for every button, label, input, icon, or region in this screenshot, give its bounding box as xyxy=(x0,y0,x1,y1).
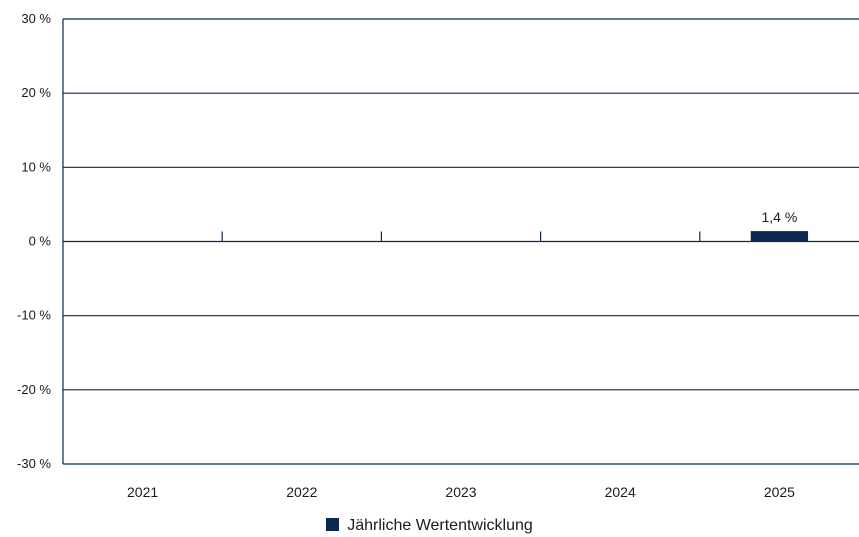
legend: Jährliche Wertentwicklung xyxy=(0,517,859,535)
x-tick-label: 2022 xyxy=(286,484,317,500)
y-tick-label: 10 % xyxy=(21,159,51,174)
x-tick-label: 2021 xyxy=(127,484,158,500)
y-tick-label: 0 % xyxy=(29,234,52,249)
x-tick-label: 2024 xyxy=(605,484,636,500)
bar xyxy=(750,231,809,242)
y-tick-label: -20 % xyxy=(17,382,51,397)
data-label: 1,4 % xyxy=(761,209,797,225)
x-tick-label: 2023 xyxy=(445,484,476,500)
y-tick-label: 30 % xyxy=(21,11,51,26)
legend-swatch xyxy=(326,518,340,531)
y-tick-label: -10 % xyxy=(17,308,51,323)
x-tick-label: 2025 xyxy=(764,484,795,500)
y-tick-label: 20 % xyxy=(21,85,51,100)
legend-label: Jährliche Wertentwicklung xyxy=(347,517,533,534)
y-tick-label: -30 % xyxy=(17,456,51,471)
